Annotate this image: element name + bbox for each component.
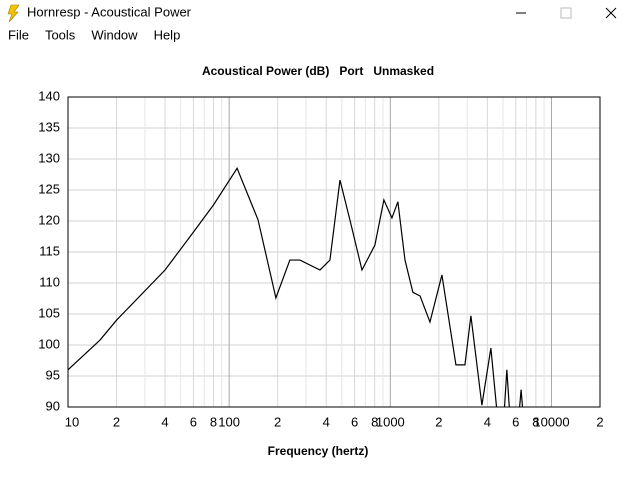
x-tick-label: 6 bbox=[512, 414, 519, 429]
window-title: Hornresp - Acoustical Power bbox=[27, 4, 192, 19]
x-tick-label: 2 bbox=[435, 414, 442, 429]
x-axis-label: Frequency (hertz) bbox=[268, 444, 369, 458]
curve bbox=[68, 167, 524, 407]
x-tick-label: 100 bbox=[218, 414, 240, 429]
y-tick-label: 130 bbox=[38, 150, 60, 165]
app-icon bbox=[7, 4, 20, 23]
close-button[interactable] bbox=[605, 7, 617, 19]
y-tick-label: 120 bbox=[38, 212, 60, 227]
y-tick-label: 90 bbox=[46, 398, 60, 413]
x-tick-label: 4 bbox=[323, 414, 330, 429]
x-tick-label: 4 bbox=[161, 414, 168, 429]
y-tick-label: 105 bbox=[38, 305, 60, 320]
y-tick-label: 95 bbox=[46, 367, 60, 382]
grid bbox=[67, 96, 601, 408]
y-tick-label: 110 bbox=[39, 274, 60, 289]
x-tick-label: 8 bbox=[210, 414, 217, 429]
x-tick-label: 2 bbox=[596, 414, 603, 429]
x-tick-label: 2 bbox=[113, 414, 120, 429]
menu-item[interactable]: Tools bbox=[45, 27, 76, 42]
chart-title: Acoustical Power (dB) Port Unmasked bbox=[202, 64, 434, 78]
y-tick-label: 140 bbox=[38, 88, 60, 103]
x-tick-label: 10000 bbox=[533, 414, 569, 429]
maximize-button[interactable] bbox=[560, 7, 572, 19]
menu-item[interactable]: Window bbox=[91, 27, 138, 42]
y-tick-label: 135 bbox=[38, 119, 60, 134]
y-tick-label: 100 bbox=[38, 336, 60, 351]
x-tick-label: 6 bbox=[351, 414, 358, 429]
plot-frame bbox=[67, 96, 601, 408]
menu-item[interactable]: Help bbox=[154, 27, 181, 42]
plot bbox=[68, 167, 524, 407]
x-tick-label: 10 bbox=[65, 414, 79, 429]
x-tick-label: 6 bbox=[190, 414, 197, 429]
menu-item[interactable]: File bbox=[8, 27, 29, 42]
menu-bar: File Tools Window Help bbox=[8, 27, 180, 42]
x-tick-label: 4 bbox=[484, 414, 491, 429]
x-tick-label: 1000 bbox=[376, 414, 405, 429]
y-tick-label: 125 bbox=[38, 181, 60, 196]
x-tick-label: 8 bbox=[371, 414, 378, 429]
y-tick-label: 115 bbox=[39, 243, 60, 258]
x-tick-label: 2 bbox=[274, 414, 281, 429]
x-tick-label: 8 bbox=[532, 414, 539, 429]
